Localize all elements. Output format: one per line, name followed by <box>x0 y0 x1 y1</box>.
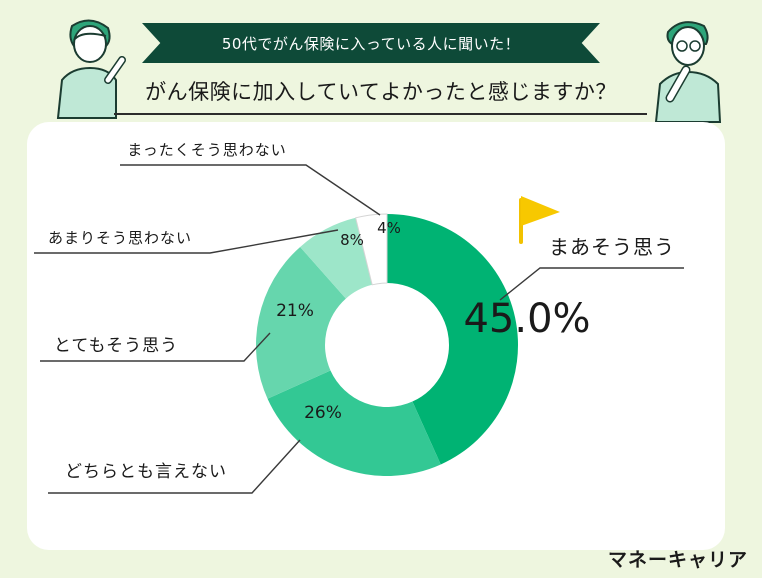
donut-slice <box>267 370 441 476</box>
slice-category-label: まったくそう思わない <box>127 141 286 159</box>
leader-line <box>120 164 381 216</box>
leader-line <box>34 229 339 254</box>
leader-line <box>499 267 684 301</box>
brand-logo: マネーキャリア <box>607 549 748 571</box>
question-underline <box>114 113 647 115</box>
banner-text: 50代でがん保険に入っている人に聞いた！ <box>221 34 521 53</box>
slice-category-label: どちらとも言えない <box>65 462 227 482</box>
slice-value-label: 45.0% <box>463 296 590 342</box>
leader-line <box>48 439 301 494</box>
question-title: がん保険に加入していてよかったと感じますか？ <box>145 80 617 104</box>
slice-value-label: 21% <box>276 301 314 321</box>
man-thinking-illustration <box>654 21 722 123</box>
donut-slice <box>300 217 373 299</box>
slice-value-label: 26% <box>304 403 342 423</box>
slice-category-label: まあそう思う <box>549 235 675 259</box>
slice-category-label: とてもそう思う <box>54 336 178 356</box>
chart-card <box>27 122 725 550</box>
donut-slice <box>355 213 388 286</box>
donut-slice <box>255 246 346 399</box>
header-banner: 50代でがん保険に入っている人に聞いた！ <box>142 23 600 63</box>
slice-value-label: 8% <box>340 231 364 249</box>
slice-category-label: あまりそう思わない <box>48 229 192 247</box>
slice-value-label: 4% <box>377 219 401 237</box>
donut-slice <box>387 214 518 465</box>
leader-line <box>40 332 271 362</box>
woman-pointing-illustration <box>56 19 126 119</box>
flag-icon <box>521 196 560 226</box>
